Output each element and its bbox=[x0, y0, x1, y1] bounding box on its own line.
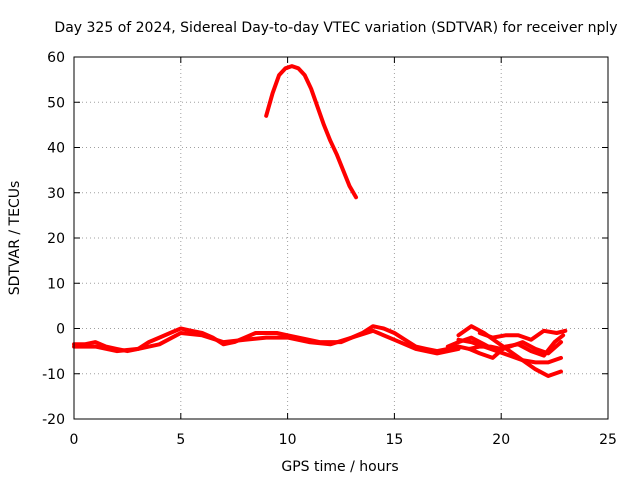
x-tick-label: 20 bbox=[492, 432, 510, 448]
y-tick-label: 50 bbox=[47, 95, 65, 111]
x-tick-label: 25 bbox=[599, 432, 617, 448]
x-tick-label: 10 bbox=[279, 432, 297, 448]
grid-layer bbox=[74, 57, 608, 419]
series-line-3 bbox=[72, 328, 461, 356]
series-line-1 bbox=[264, 64, 358, 200]
chart-title: Day 325 of 2024, Sidereal Day-to-day VTE… bbox=[54, 20, 617, 36]
series-line-4 bbox=[456, 324, 563, 378]
tick-layer: 0 5 10 15 20 25 -20 -10 0 10 20 30 40 50 60 bbox=[42, 50, 617, 448]
data-layer bbox=[72, 64, 568, 378]
y-tick-label: 30 bbox=[47, 186, 65, 202]
x-tick-label: 5 bbox=[176, 432, 185, 448]
series-line-8 bbox=[467, 333, 566, 360]
y-tick-label: -10 bbox=[42, 367, 65, 383]
y-axis-label: SDTVAR / TECUs bbox=[7, 181, 23, 296]
x-axis-label: GPS time / hours bbox=[281, 459, 398, 475]
y-tick-label: 20 bbox=[47, 231, 65, 247]
y-tick-label: 60 bbox=[47, 50, 65, 66]
series-line-7 bbox=[477, 328, 568, 342]
x-tick-label: 15 bbox=[385, 432, 403, 448]
y-tick-label: -20 bbox=[42, 412, 65, 428]
series-line-2 bbox=[72, 324, 504, 354]
y-tick-label: 10 bbox=[47, 276, 65, 292]
y-tick-label: 0 bbox=[56, 322, 65, 338]
x-tick-label: 0 bbox=[70, 432, 79, 448]
y-tick-label: 40 bbox=[47, 141, 65, 157]
